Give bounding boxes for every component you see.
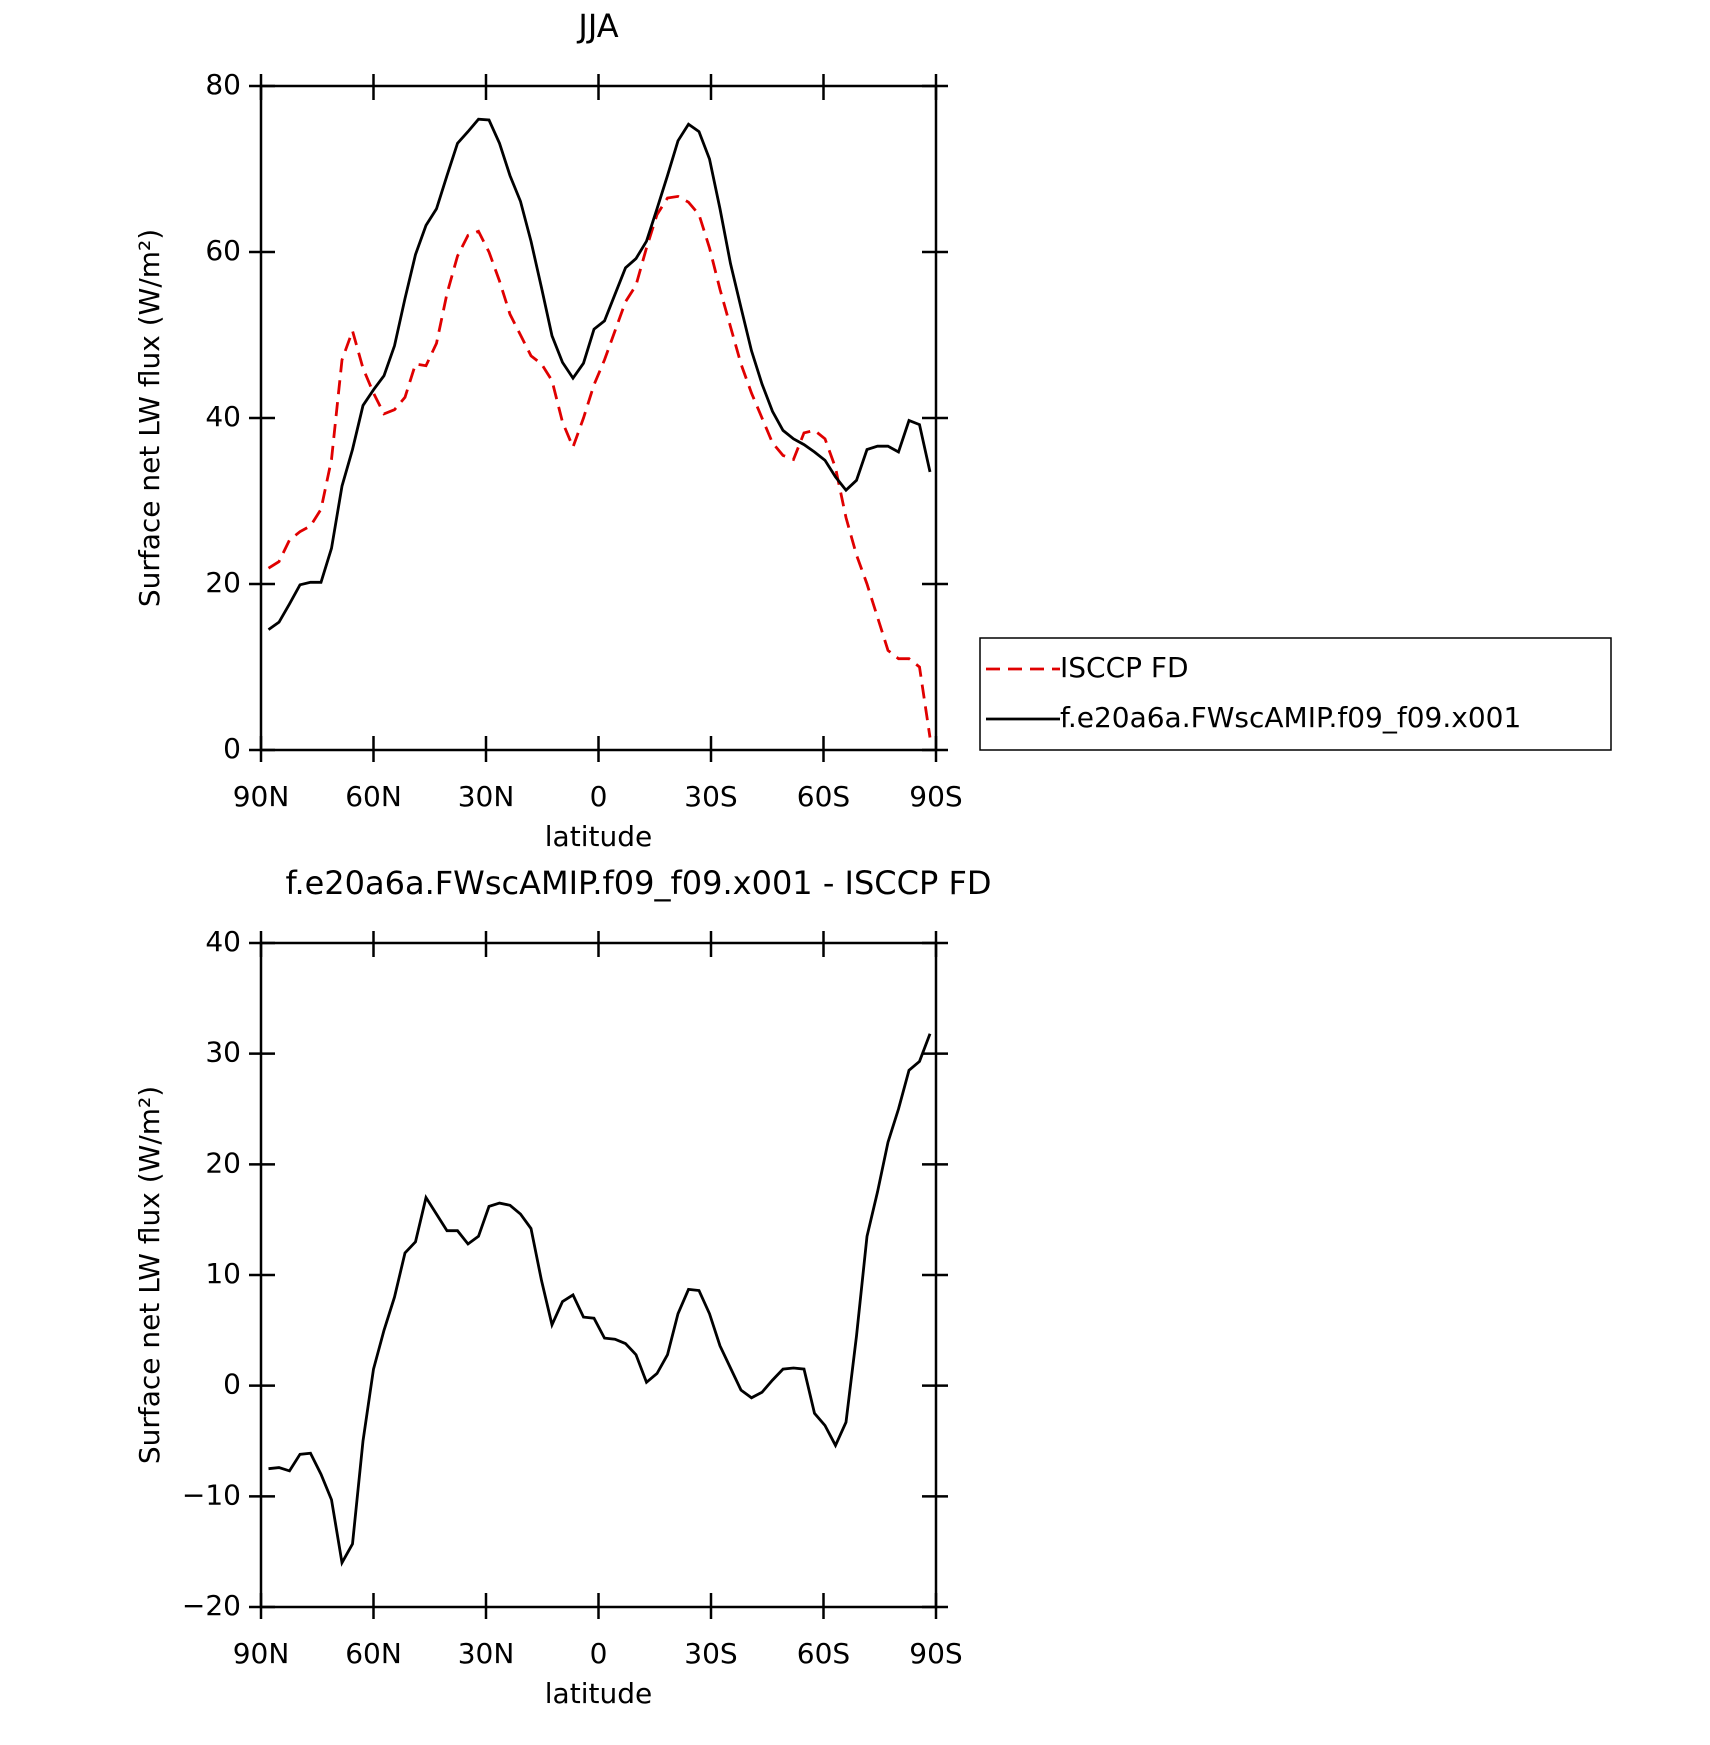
legend-label: f.e20a6a.FWscAMIP.f09_f09.x001 (1060, 701, 1521, 734)
y-tick-label: −20 (182, 1589, 241, 1622)
x-tick-label: 90N (233, 1637, 290, 1670)
legend-label: ISCCP FD (1060, 651, 1189, 684)
y-tick-label: 10 (205, 1257, 241, 1290)
x-tick-label: 60S (797, 780, 850, 813)
x-tick-label: 30N (458, 1637, 515, 1670)
x-tick-label: 60N (345, 780, 402, 813)
y-tick-label: 0 (223, 1368, 241, 1401)
x-tick-label: 60S (797, 1637, 850, 1670)
x-axis-label: latitude (545, 1677, 652, 1710)
x-tick-label: 90N (233, 780, 290, 813)
x-tick-label: 30S (684, 1637, 737, 1670)
x-tick-label: 90S (909, 1637, 962, 1670)
data-line (267, 117, 932, 631)
chart-title: JJA (576, 7, 618, 45)
y-tick-label: 60 (205, 234, 241, 267)
plot-frame (259, 84, 938, 752)
y-axis-label: Surface net LW flux (W/m²) (133, 229, 166, 607)
x-axis-label: latitude (545, 820, 652, 853)
y-tick-label: 80 (205, 68, 241, 101)
data-line (268, 1033, 932, 1567)
data-line (267, 194, 932, 738)
y-tick-label: 30 (205, 1036, 241, 1069)
chart-title: f.e20a6a.FWscAMIP.f09_f09.x001 - ISCCP F… (286, 864, 992, 902)
y-axis-label: Surface net LW flux (W/m²) (133, 1086, 166, 1464)
legend-box (979, 637, 1612, 751)
y-tick-label: 0 (223, 732, 241, 765)
x-tick-label: 30S (684, 780, 737, 813)
x-tick-label: 60N (345, 1637, 402, 1670)
x-tick-label: 30N (458, 780, 515, 813)
y-tick-label: 20 (205, 566, 241, 599)
plot-frame (259, 941, 938, 1609)
x-tick-label: 90S (909, 780, 962, 813)
x-tick-label: 0 (590, 1637, 608, 1670)
y-tick-label: −10 (182, 1478, 241, 1511)
x-tick-label: 0 (590, 780, 608, 813)
y-tick-label: 40 (205, 925, 241, 958)
y-tick-label: 20 (205, 1146, 241, 1179)
y-tick-label: 40 (205, 400, 241, 433)
